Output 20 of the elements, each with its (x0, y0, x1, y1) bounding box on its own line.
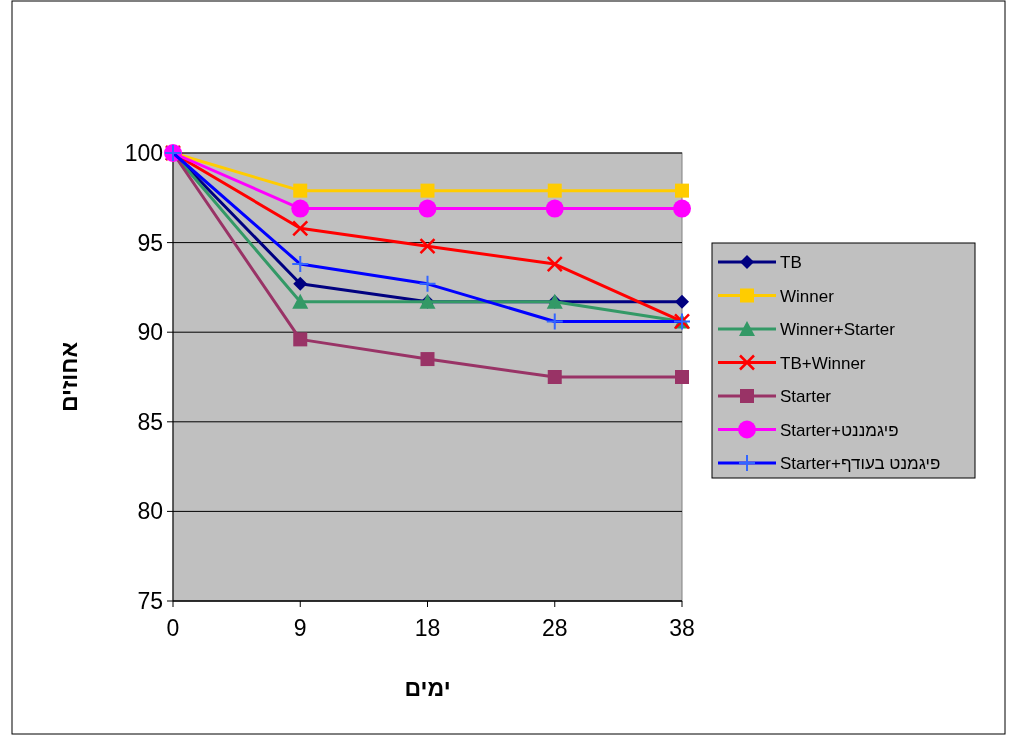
y-tick-label: 85 (137, 408, 163, 435)
legend-label: TB (780, 253, 802, 272)
legend-label: Winner+Starter (780, 320, 896, 339)
x-tick-label: 18 (414, 615, 441, 641)
y-tick-label: 80 (137, 498, 163, 525)
y-tick-label: 100 (124, 140, 163, 166)
legend-label: TB+Winner (780, 353, 866, 373)
y-tick-label: 75 (137, 588, 163, 614)
legend-label: Starter (780, 387, 832, 406)
x-tick-label: 28 (541, 615, 568, 641)
y-tick-label: 90 (137, 319, 163, 346)
y-axis-title: אחוזים (56, 341, 82, 413)
legend-label: Starter+פיגמננט (780, 420, 899, 440)
x-tick-label: 38 (669, 615, 695, 641)
y-tick-label: 95 (137, 229, 163, 256)
legend-label: Winner (780, 286, 835, 306)
x-tick-label: 9 (293, 615, 307, 641)
x-axis-title: ימים (404, 675, 451, 701)
x-tick-label: 0 (166, 615, 180, 641)
legend-label: Starter+פיגמנט בעודף (780, 454, 941, 473)
